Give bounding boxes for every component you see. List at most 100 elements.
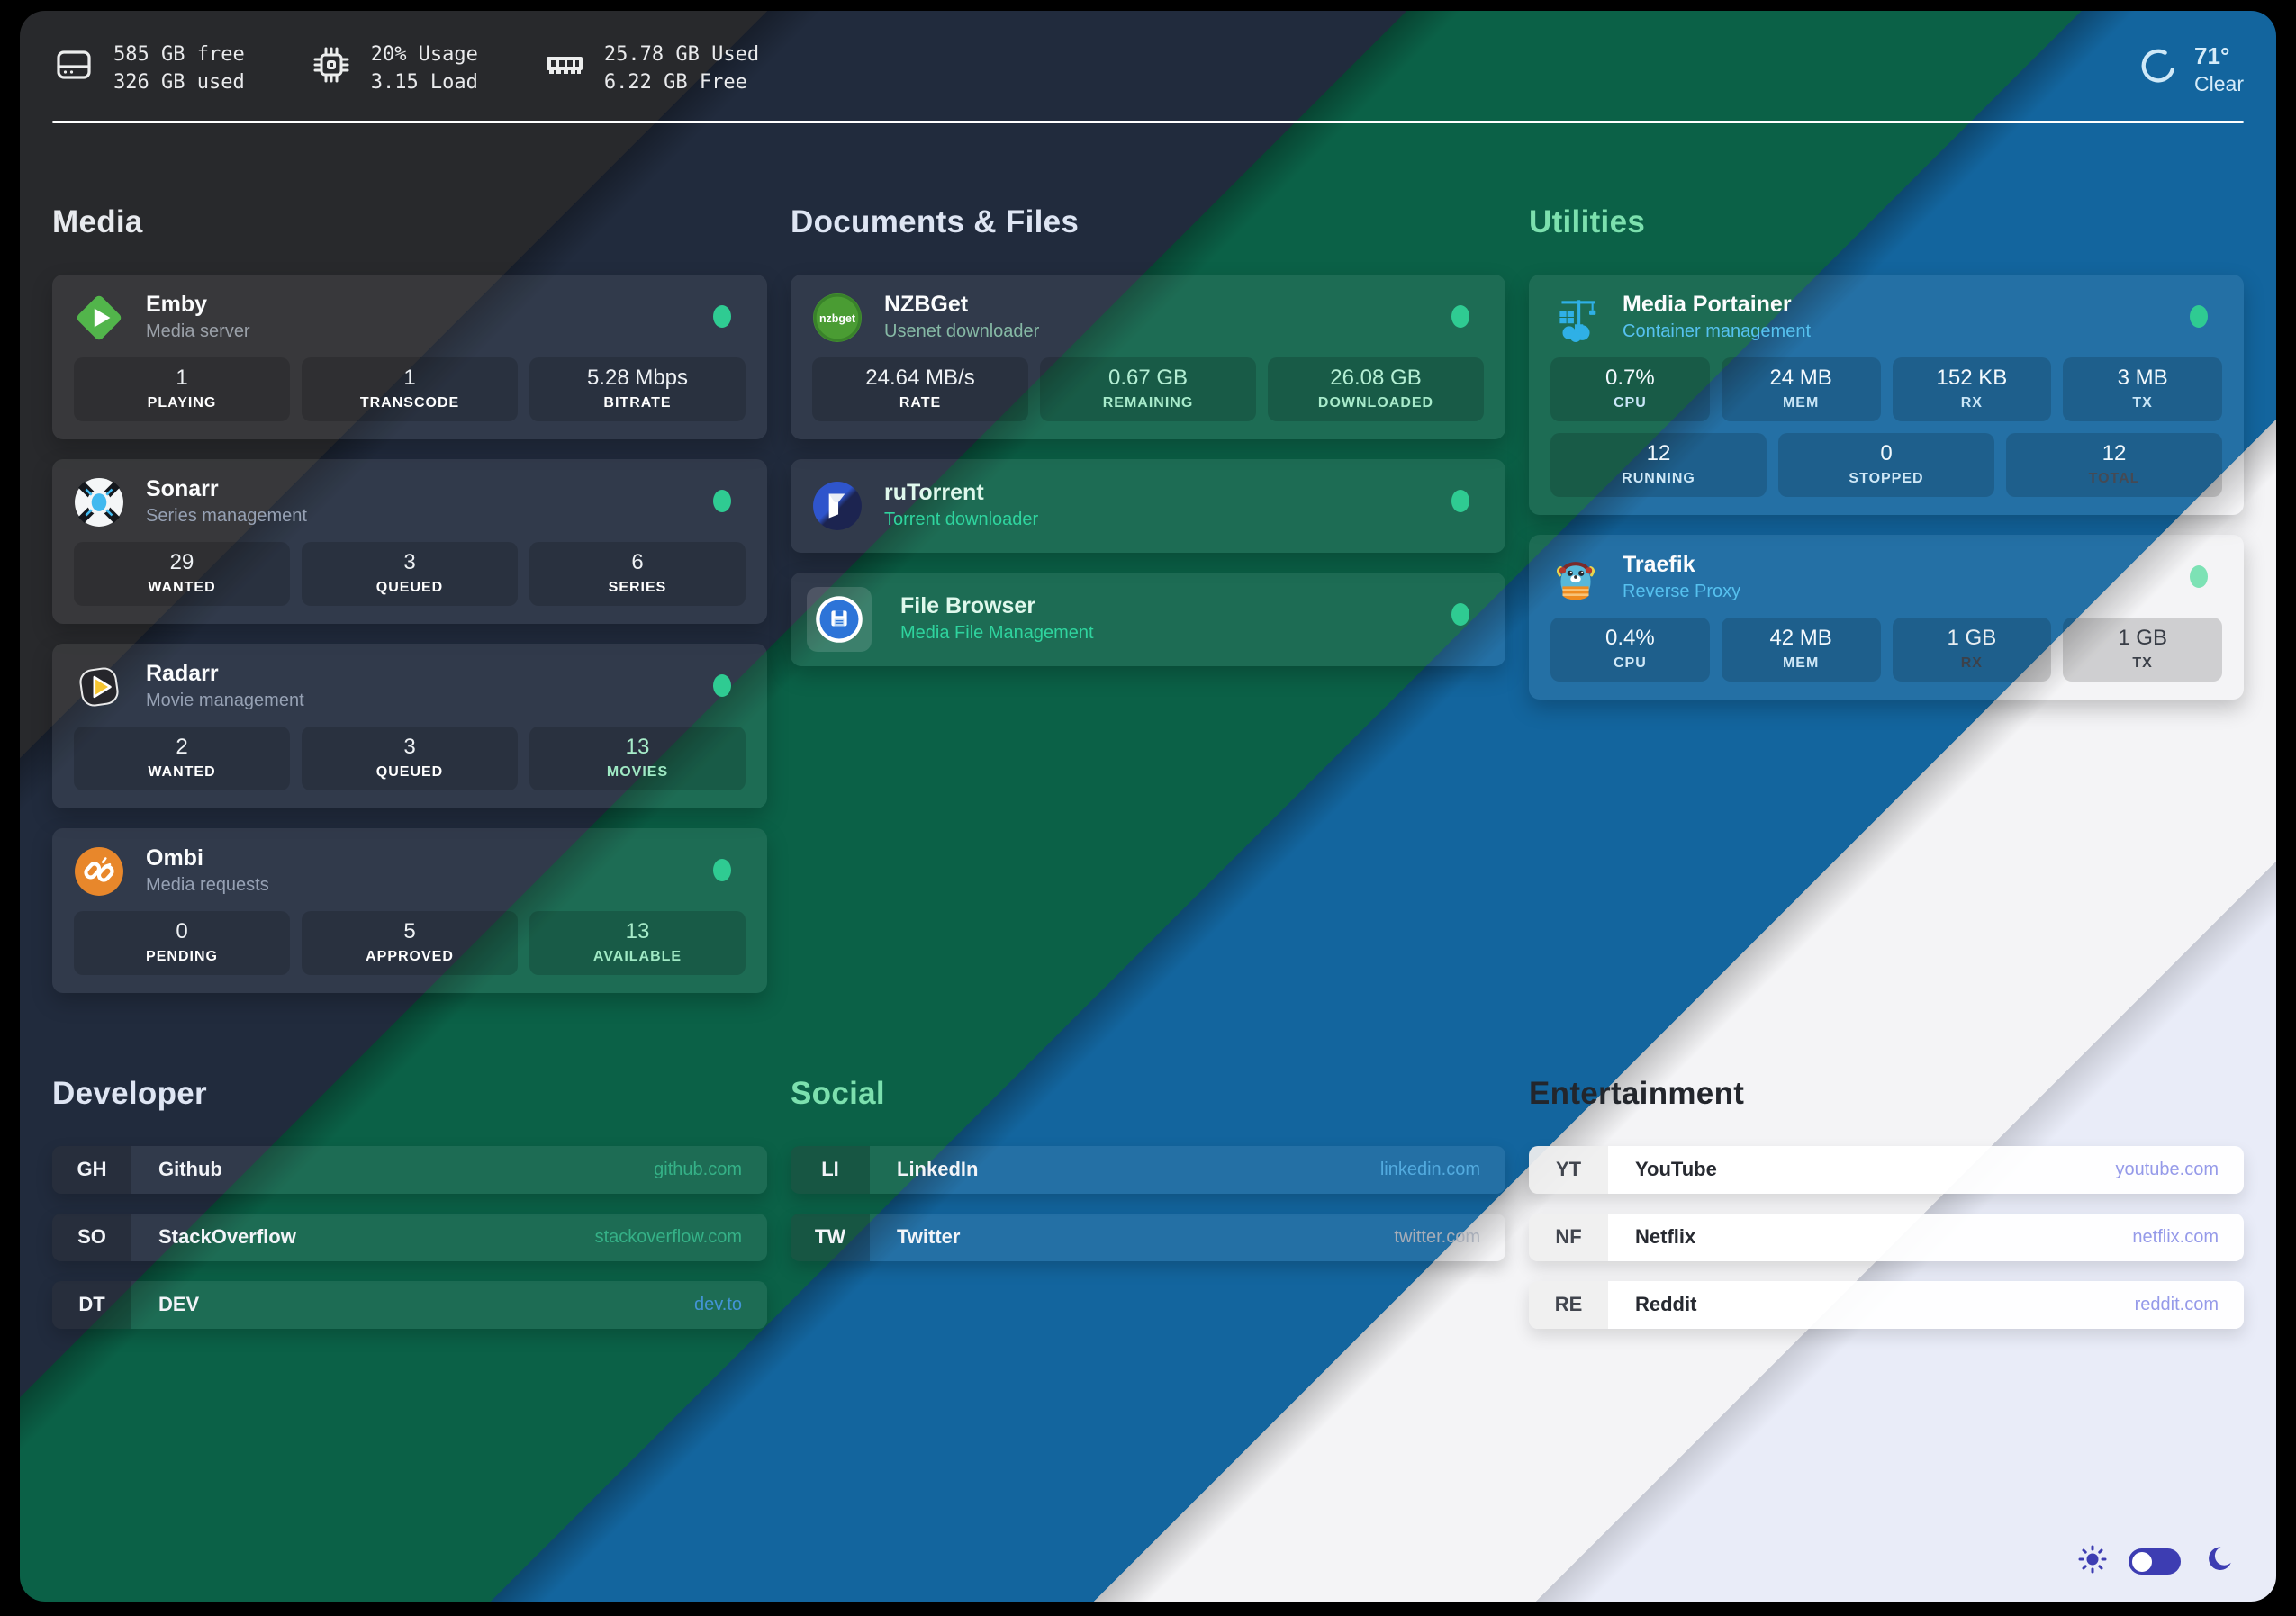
status-dot: [713, 489, 731, 512]
bookmark-netflix[interactable]: NF Netflix netflix.com: [1529, 1213, 2244, 1261]
bookmark-name: YouTube: [1635, 1158, 1717, 1181]
ram-free: 6.22 GB Free: [603, 70, 747, 94]
section-entertainment: Entertainment YT YouTube youtube.com NF …: [1529, 1076, 2244, 1329]
status-dot: [1451, 602, 1469, 626]
card-title: Media Portainer: [1623, 291, 1792, 317]
traefik-icon: [1550, 553, 1601, 603]
moon-icon-toggle[interactable]: [2201, 1543, 2233, 1580]
cpu-load: 3.15 Load: [370, 70, 478, 94]
disk-stats: 585 GB free 326 GB used: [52, 41, 245, 97]
status-bar: 585 GB free 326 GB used 20% Usage 3.15 L…: [20, 11, 2276, 97]
status-dot: [713, 858, 731, 881]
section-media: Media Emby Media server: [52, 204, 767, 993]
bookmark-linkedin[interactable]: LI LinkedIn linkedin.com: [791, 1145, 1505, 1194]
stat-tx: 3 MB TX: [2063, 357, 2222, 421]
bookmark-url: stackoverflow.com: [594, 1226, 742, 1247]
bookmark-url: netflix.com: [2132, 1226, 2219, 1247]
disk-used: 326 GB used: [113, 70, 245, 94]
stat-downloaded: 26.08 GB DOWNLOADED: [1268, 357, 1484, 421]
bookmark-tag: LI: [791, 1145, 870, 1194]
cpu-stats: 20% Usage 3.15 Load: [310, 41, 478, 97]
card-title: Emby: [146, 291, 208, 317]
ombi-icon: [74, 846, 124, 897]
stat-cpu: 0.4% CPU: [1550, 617, 1710, 682]
rutorrent-icon: [812, 481, 863, 531]
stat-pending: 0 PENDING: [74, 910, 290, 975]
section-title-media: Media: [52, 203, 143, 239]
stat-mem: 24 MB MEM: [1721, 357, 1881, 421]
card-subtitle: Series management: [146, 506, 307, 527]
card-title: Ombi: [146, 844, 203, 871]
ram-used: 25.78 GB Used: [603, 43, 760, 66]
cpu-usage: 20% Usage: [370, 43, 478, 66]
card-subtitle: Usenet downloader: [884, 321, 1040, 342]
card-traefik[interactable]: Traefik Reverse Proxy 0.4% CPU 42 MB MEM 1…: [1529, 534, 2244, 700]
card-title: File Browser: [900, 592, 1036, 618]
bookmark-tag: NF: [1529, 1213, 1608, 1261]
stat-wanted: 29 WANTED: [74, 541, 290, 606]
card-subtitle: Container management: [1623, 321, 1812, 342]
weather-widget: 71° Clear: [2137, 42, 2244, 96]
moon-icon: [2137, 46, 2178, 92]
bookmark-twitter[interactable]: TW Twitter twitter.com: [791, 1213, 1505, 1261]
stat-approved: 5 APPROVED: [302, 910, 518, 975]
stat-cpu: 0.7% CPU: [1550, 357, 1710, 421]
bookmark-url: reddit.com: [2134, 1294, 2219, 1314]
stat-rx: 152 KB RX: [1892, 357, 2052, 421]
bookmark-url: linkedin.com: [1379, 1159, 1480, 1179]
stat-series: 6 SERIES: [529, 541, 746, 606]
stat-remaining: 0.67 GB REMAINING: [1040, 357, 1256, 421]
stat-playing: 1 PLAYING: [74, 357, 290, 421]
card-ombi[interactable]: Ombi Media requests 0 PENDING 5 APPROVED 1…: [52, 827, 767, 993]
dashboard-page: 585 GB free 326 GB used 20% Usage 3.15 L…: [20, 11, 2276, 1602]
status-dot: [1451, 489, 1469, 512]
radarr-icon: [74, 662, 124, 712]
bookmark-tag: TW: [791, 1213, 870, 1261]
theme-switch[interactable]: [2129, 1548, 2181, 1575]
card-sonarr[interactable]: Sonarr Series management 29 WANTED 3 QUEUE…: [52, 458, 767, 624]
stat-transcode: 1 TRANSCODE: [302, 357, 518, 421]
card-title: Traefik: [1623, 551, 1695, 577]
bookmark-dev[interactable]: DT DEV dev.to: [52, 1280, 767, 1329]
stat-running: 12 RUNNING: [1550, 432, 1767, 497]
bookmark-name: StackOverflow: [158, 1225, 296, 1249]
stat-stopped: 0 STOPPED: [1778, 432, 1994, 497]
theme-switch-knob: [2132, 1551, 2152, 1572]
section-title-developer: Developer: [52, 1075, 207, 1111]
section-title-utilities: Utilities: [1529, 203, 1646, 239]
bookmark-tag: SO: [52, 1213, 131, 1261]
stat-rx: 1 GB RX: [1892, 617, 2052, 682]
sonarr-icon: [74, 477, 124, 528]
bookmark-tag: YT: [1529, 1145, 1608, 1194]
card-emby[interactable]: Emby Media server 1 PLAYING 1 TRANSCODE 5.…: [52, 274, 767, 439]
bookmark-url: dev.to: [694, 1294, 742, 1314]
stat-total: 12 TOTAL: [2006, 432, 2222, 497]
filebrowser-icon: [807, 586, 872, 652]
section-title-social: Social: [791, 1075, 885, 1111]
bookmark-name: DEV: [158, 1293, 200, 1316]
ram-stats: 25.78 GB Used 6.22 GB Free: [543, 41, 759, 97]
card-nzbget[interactable]: nzbget NZBGet Usenet downloader 24.64 MB…: [791, 274, 1505, 439]
bookmark-reddit[interactable]: RE Reddit reddit.com: [1529, 1280, 2244, 1329]
card-radarr[interactable]: Radarr Movie management 2 WANTED 3 QUEUED …: [52, 643, 767, 808]
card-subtitle: Movie management: [146, 691, 304, 711]
card-title: Sonarr: [146, 475, 219, 501]
stat-movies: 13 MOVIES: [529, 726, 746, 790]
sun-icon[interactable]: [2076, 1543, 2109, 1580]
bookmark-github[interactable]: GH Github github.com: [52, 1145, 767, 1194]
card-rutorrent[interactable]: ruTorrent Torrent downloader: [791, 458, 1505, 553]
stat-wanted: 2 WANTED: [74, 726, 290, 790]
bookmark-name: Netflix: [1635, 1225, 1696, 1249]
stat-available: 13 AVAILABLE: [529, 910, 746, 975]
bookmark-youtube[interactable]: YT YouTube youtube.com: [1529, 1145, 2244, 1194]
bookmark-name: Reddit: [1635, 1293, 1697, 1316]
bookmark-tag: DT: [52, 1280, 131, 1329]
card-subtitle: Media server: [146, 321, 250, 342]
card-filebrowser[interactable]: File Browser Media File Management: [791, 572, 1505, 666]
card-portainer[interactable]: Media Portainer Container management 0.7…: [1529, 274, 2244, 515]
section-social: Social LI LinkedIn linkedin.com TW Twitt…: [791, 1076, 1505, 1261]
status-dot: [2190, 304, 2208, 328]
bookmark-stackoverflow[interactable]: SO StackOverflow stackoverflow.com: [52, 1213, 767, 1261]
emby-icon: [74, 293, 124, 343]
section-title-entertainment: Entertainment: [1529, 1075, 1745, 1111]
